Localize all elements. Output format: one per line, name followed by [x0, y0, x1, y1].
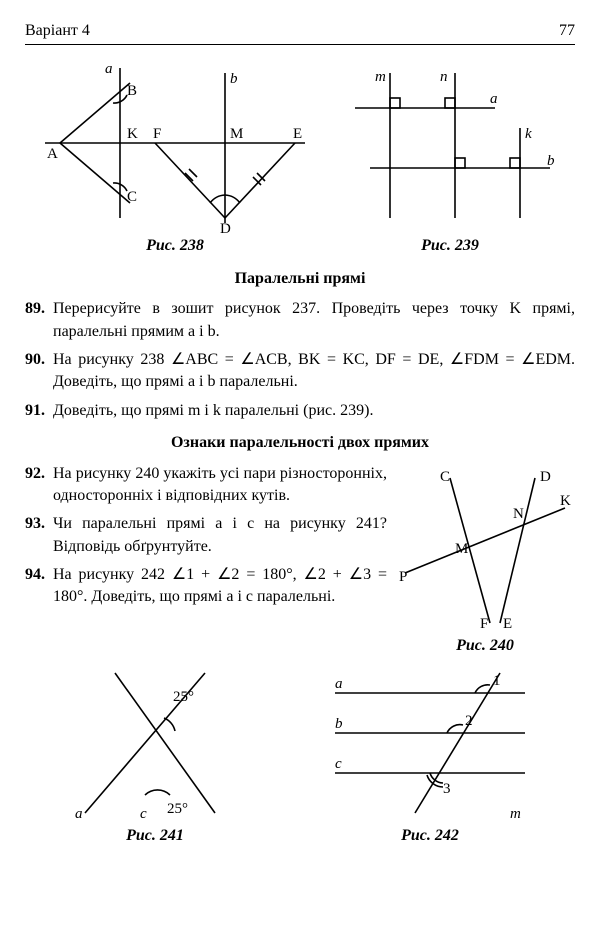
page-number: 77	[559, 20, 575, 42]
problem-89-num: 89.	[25, 298, 53, 343]
label-C: C	[127, 189, 137, 205]
problem-89: 89. Перерисуйте в зошит рисунок 237. Про…	[25, 298, 575, 343]
label-D: D	[220, 221, 231, 233]
figure-row-1: a b A B C K F M E D Рис. 238	[25, 53, 575, 257]
problem-92-text: На рисунку 240 укажіть усі пари різносто…	[53, 463, 387, 508]
label-3: 3	[443, 781, 451, 797]
problem-93-num: 93.	[25, 513, 53, 558]
problem-93-text: Чи паралельні прямі a і c на рисунку 241…	[53, 513, 387, 558]
figure-241: 25° 25° a c Рис. 241	[55, 663, 255, 847]
problem-94-text: На рисунку 242 ∠1 + ∠2 = 180°, ∠2 + ∠3 =…	[53, 564, 387, 609]
figure-238: a b A B C K F M E D Рис. 238	[35, 53, 315, 257]
section-parallel-criteria: Ознаки паралельності двох прямих	[25, 432, 575, 454]
problem-89-text: Перерисуйте в зошит рисунок 237. Проведі…	[53, 298, 575, 343]
label-K: K	[560, 493, 571, 509]
problem-94-num: 94.	[25, 564, 53, 609]
label-a: a	[490, 91, 498, 107]
label-n: n	[440, 69, 448, 85]
label-F: F	[480, 616, 488, 632]
label-N: N	[513, 506, 524, 522]
problem-94: 94. На рисунку 242 ∠1 + ∠2 = 180°, ∠2 + …	[25, 564, 387, 609]
label-2: 2	[465, 713, 473, 729]
figure-239: m n a k b Рис. 239	[335, 53, 565, 257]
page-header: Варіант 4 77	[25, 20, 575, 45]
caption-240: Рис. 240	[395, 635, 575, 657]
figure-242: a b c m 1 2 3 Рис. 242	[315, 663, 545, 847]
caption-241: Рис. 241	[55, 825, 255, 847]
label-A: A	[47, 146, 58, 162]
label-m: m	[375, 69, 386, 85]
caption-238: Рис. 238	[35, 235, 315, 257]
label-a: a	[335, 676, 343, 692]
caption-239: Рис. 239	[335, 235, 565, 257]
label-F: F	[153, 126, 161, 142]
label-M: M	[230, 126, 243, 142]
label-K: K	[127, 126, 138, 142]
label-c: c	[140, 806, 147, 822]
problem-90: 90. На рисунку 238 ∠ABC = ∠ACB, BK = KC,…	[25, 349, 575, 394]
variant-label: Варіант 4	[25, 20, 90, 42]
problem-91-text: Доведіть, що прямі m і k паралельні (рис…	[53, 400, 575, 422]
problem-92-num: 92.	[25, 463, 53, 508]
label-a: a	[105, 61, 113, 77]
label-ang1: 25°	[173, 689, 194, 705]
label-E: E	[293, 126, 302, 142]
label-1: 1	[493, 673, 501, 689]
problem-91: 91. Доведіть, що прямі m і k паралельні …	[25, 400, 575, 422]
problem-90-num: 90.	[25, 349, 53, 394]
label-b: b	[547, 153, 555, 169]
label-m: m	[510, 806, 521, 822]
label-D: D	[540, 469, 551, 485]
problem-90-text: На рисунку 238 ∠ABC = ∠ACB, BK = KC, DF …	[53, 349, 575, 394]
problem-93: 93. Чи паралельні прямі a і c на рисунку…	[25, 513, 387, 558]
label-E: E	[503, 616, 512, 632]
problem-91-num: 91.	[25, 400, 53, 422]
section-parallel-lines: Паралельні прямі	[25, 268, 575, 290]
label-B: B	[127, 83, 137, 99]
row-92-94: 92. На рисунку 240 укажіть усі пари різн…	[25, 463, 575, 657]
label-a: a	[75, 806, 83, 822]
label-ang2: 25°	[167, 801, 188, 817]
label-C: C	[440, 469, 450, 485]
caption-242: Рис. 242	[315, 825, 545, 847]
label-c: c	[335, 756, 342, 772]
figure-row-2: 25° 25° a c Рис. 241 a b c m 1 2	[25, 663, 575, 847]
problem-92: 92. На рисунку 240 укажіть усі пари різн…	[25, 463, 387, 508]
figure-240: C D K N M P F E Рис. 240	[395, 463, 575, 657]
label-b: b	[335, 716, 343, 732]
label-P: P	[399, 569, 407, 585]
label-M: M	[455, 541, 468, 557]
label-k: k	[525, 126, 532, 142]
label-b: b	[230, 71, 238, 87]
